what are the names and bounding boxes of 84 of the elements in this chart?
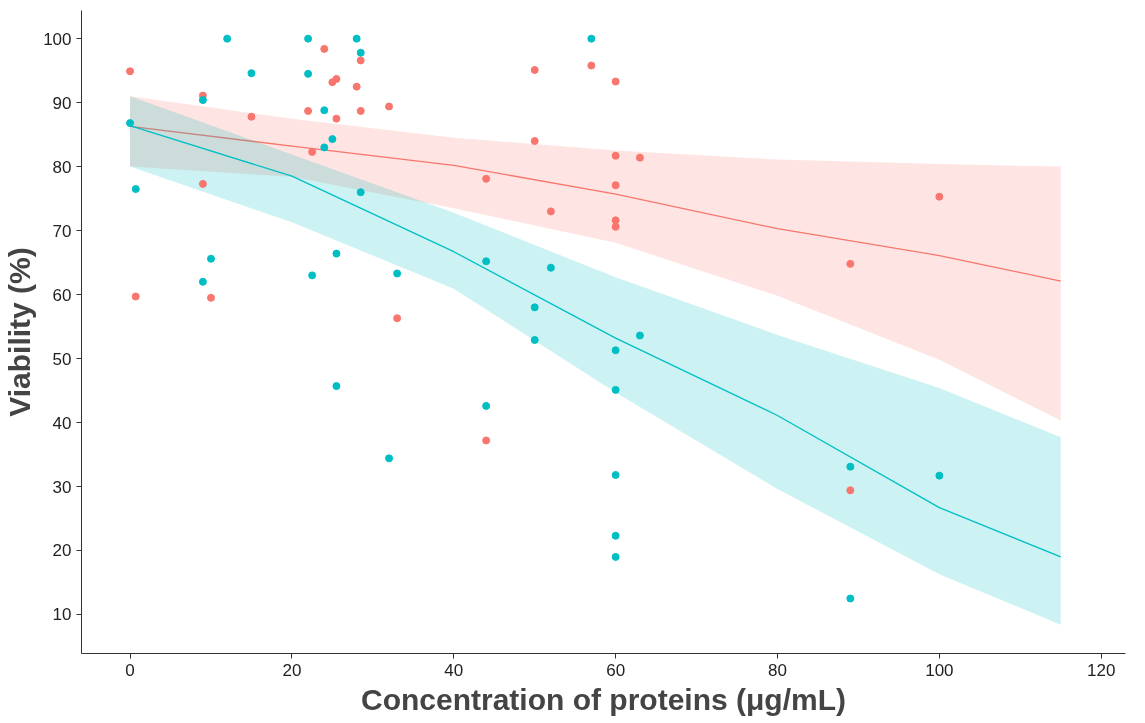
y-tick-label: 20 (52, 541, 72, 561)
point (530, 137, 539, 146)
y-tick-label: 60 (52, 285, 72, 305)
point (126, 67, 135, 76)
point (393, 269, 402, 278)
point (611, 531, 620, 540)
point (611, 222, 620, 231)
point (846, 594, 855, 603)
point (393, 314, 402, 323)
point (530, 336, 539, 344)
point (635, 153, 644, 162)
y-tick-label: 50 (52, 349, 72, 369)
point (131, 185, 140, 193)
point (385, 102, 394, 111)
point (482, 436, 491, 445)
point (611, 552, 620, 561)
point (356, 188, 365, 197)
point (611, 385, 620, 394)
point (611, 471, 620, 479)
point (611, 181, 620, 190)
point (198, 179, 207, 188)
point (546, 263, 555, 272)
point (935, 192, 944, 201)
y-axis-title: Viability (%) (3, 247, 37, 417)
point (304, 69, 313, 78)
x-tick-label: 100 (925, 660, 954, 680)
y-tick-label: 80 (52, 157, 72, 177)
y-tick-label: 90 (52, 93, 72, 113)
point (352, 82, 361, 91)
point (206, 254, 215, 263)
point (320, 106, 329, 115)
point (247, 112, 256, 121)
point (546, 207, 555, 216)
point (587, 34, 596, 43)
point (332, 114, 341, 123)
x-tick-label: 0 (125, 660, 135, 680)
point (587, 61, 596, 70)
point (530, 303, 539, 312)
y-tick-label: 70 (52, 221, 72, 241)
x-tick-label: 80 (768, 660, 787, 680)
point (332, 249, 341, 258)
point (308, 271, 317, 280)
point (126, 119, 135, 128)
point (482, 174, 491, 183)
point (611, 151, 620, 160)
point (131, 292, 140, 301)
point (198, 277, 207, 286)
point (846, 486, 855, 495)
point (846, 259, 855, 268)
point (328, 135, 337, 144)
point (308, 147, 317, 156)
x-tick-label: 120 (1087, 660, 1116, 680)
point (332, 74, 341, 83)
x-tick-label: 60 (606, 660, 626, 680)
point (356, 48, 365, 57)
point (935, 471, 944, 480)
x-tick-label: 20 (282, 660, 302, 680)
y-tick-label: 100 (43, 29, 72, 49)
point (356, 106, 365, 115)
point (385, 454, 394, 463)
point (611, 216, 620, 225)
point (611, 77, 620, 86)
point (304, 106, 313, 115)
point (356, 56, 365, 65)
point (206, 293, 215, 302)
y-tick-label: 40 (52, 413, 72, 433)
point (247, 69, 256, 78)
point (320, 143, 329, 152)
point (198, 96, 207, 105)
y-tick-label: 10 (52, 605, 72, 625)
point (530, 66, 539, 74)
x-axis-title: Concentration of proteins (μg/mL) (361, 682, 846, 716)
point (846, 462, 855, 471)
point (482, 257, 491, 266)
point (635, 331, 644, 340)
point (482, 401, 491, 410)
point (223, 34, 232, 43)
point (320, 44, 329, 53)
point (352, 34, 361, 43)
x-tick-label: 40 (444, 660, 464, 680)
point (332, 382, 341, 391)
point (304, 34, 313, 43)
y-tick-label: 30 (52, 477, 72, 497)
point (611, 346, 620, 355)
